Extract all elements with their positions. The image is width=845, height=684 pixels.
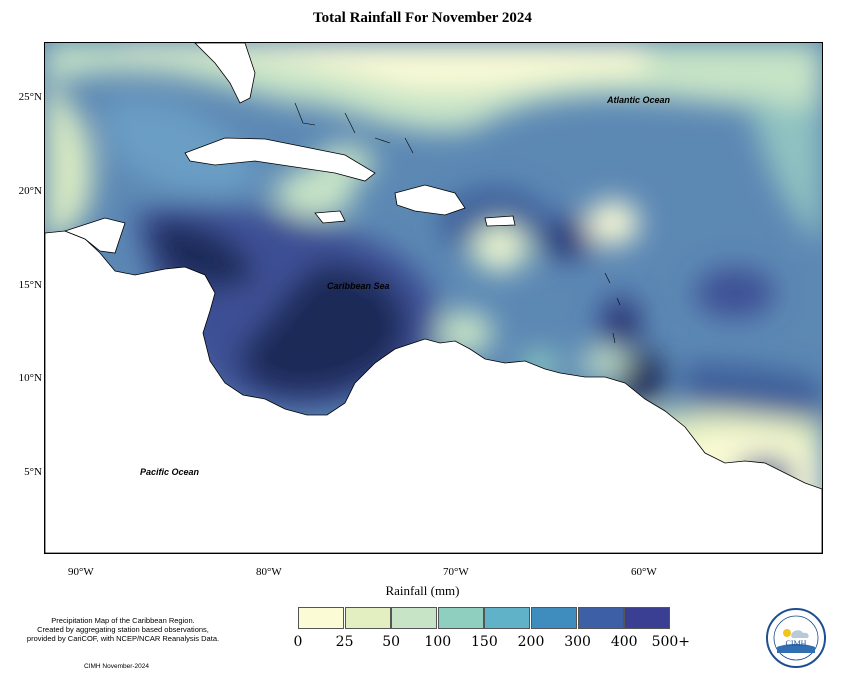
legend-label: 200 — [517, 634, 545, 650]
legend-label: 150 — [471, 634, 498, 650]
atlantic-ocean-label: Atlantic Ocean — [607, 95, 671, 105]
note-line: Precipitation Map of the Caribbean Regio… — [51, 616, 195, 625]
map-title: Total Rainfall For November 2024 — [313, 10, 532, 26]
legend-label: 50 — [382, 634, 401, 650]
legend-swatch — [531, 607, 577, 629]
legend-swatch — [391, 607, 438, 629]
land-mask — [45, 43, 822, 553]
legend-swatch — [344, 607, 391, 629]
note-line: provided by CariCOF, with NCEP/NCAR Rean… — [26, 634, 220, 643]
legend-swatch — [624, 607, 671, 629]
legend-swatch — [298, 607, 344, 629]
note-line: Created by aggregating station based obs… — [37, 625, 209, 634]
legend-label: 25 — [335, 634, 354, 650]
legend-swatch — [437, 607, 484, 629]
lon-tick-60: 60°W — [631, 566, 657, 578]
coastlines — [294, 102, 621, 344]
map-note: Precipitation Map of the Caribbean Regio… — [8, 616, 238, 643]
cimh-logo: CIMH — [766, 608, 826, 668]
lon-tick-70: 70°W — [443, 566, 469, 578]
legend-label: 400 — [610, 634, 638, 650]
pacific-ocean-label: Pacific Ocean — [140, 467, 200, 477]
lat-tick-5: 5°N — [24, 466, 42, 478]
legend-label: 500+ — [651, 634, 691, 650]
credit-text: CIMH November-2024 — [84, 663, 150, 670]
legend-label: 0 — [293, 634, 303, 650]
lon-tick-90: 90°W — [68, 566, 94, 578]
logo-text: CIMH — [786, 639, 807, 648]
lon-tick-80: 80°W — [256, 566, 282, 578]
caribbean-sea-label: Caribbean Sea — [327, 281, 390, 291]
rainfall-map-canvas — [45, 43, 822, 553]
legend-label: 300 — [564, 634, 591, 650]
legend-swatch — [484, 607, 531, 629]
legend-title: Rainfall (mm) — [385, 583, 460, 598]
legend-swatch — [577, 607, 624, 629]
legend-label: 100 — [424, 634, 452, 650]
lat-tick-20: 20°N — [18, 185, 42, 197]
lat-tick-10: 10°N — [18, 372, 42, 384]
lat-tick-15: 15°N — [18, 279, 42, 291]
rainfall-map: Atlantic Ocean Caribbean Sea Pacific Oce… — [44, 42, 823, 554]
lat-tick-25: 25°N — [18, 91, 42, 103]
